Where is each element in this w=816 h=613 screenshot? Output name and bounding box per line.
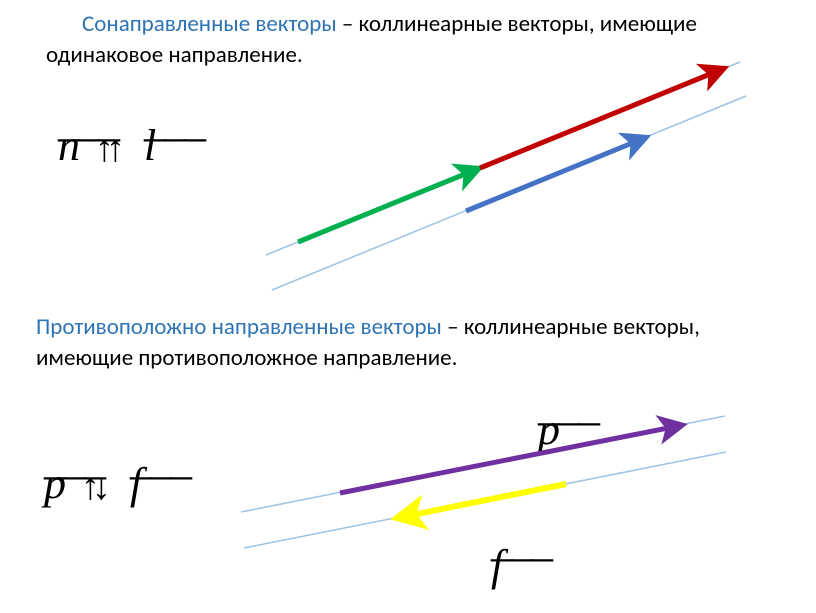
vector-red — [480, 70, 720, 168]
guide-line-2b — [244, 452, 726, 548]
vector-purple — [340, 426, 678, 493]
section1-term: Сонаправленные векторы — [82, 10, 337, 38]
section2-term: Противоположно направленные векторы — [36, 313, 442, 341]
guide-line-2a — [241, 416, 725, 512]
vector-blue — [466, 139, 642, 211]
overline-f: ___ — [130, 434, 190, 485]
diagram-svg — [0, 0, 816, 613]
section1-text: Сонаправленные векторы – коллинеарные ве… — [46, 9, 766, 71]
section2-text: Противоположно направленные векторы – ко… — [36, 312, 776, 374]
overline-diagram-p: ___ — [538, 380, 598, 431]
overline-p: ___ — [44, 434, 104, 485]
guide-line-1b — [272, 96, 746, 290]
vector-yellow — [402, 484, 566, 517]
diagram-label-p: ___ p — [538, 404, 560, 455]
overline-diagram-f: ___ — [491, 516, 551, 567]
diagram-label-f: ___ f — [491, 540, 503, 591]
overline-n: ___ — [58, 96, 118, 147]
vector-green — [298, 170, 475, 242]
notation-codirectional: ___ n ↑↑ ___ l — [58, 120, 156, 171]
overline-l: ___ — [144, 96, 204, 147]
notation-opposite: ___ p ↑↓ ___ f — [44, 458, 142, 509]
guide-line-1a — [266, 62, 740, 255]
